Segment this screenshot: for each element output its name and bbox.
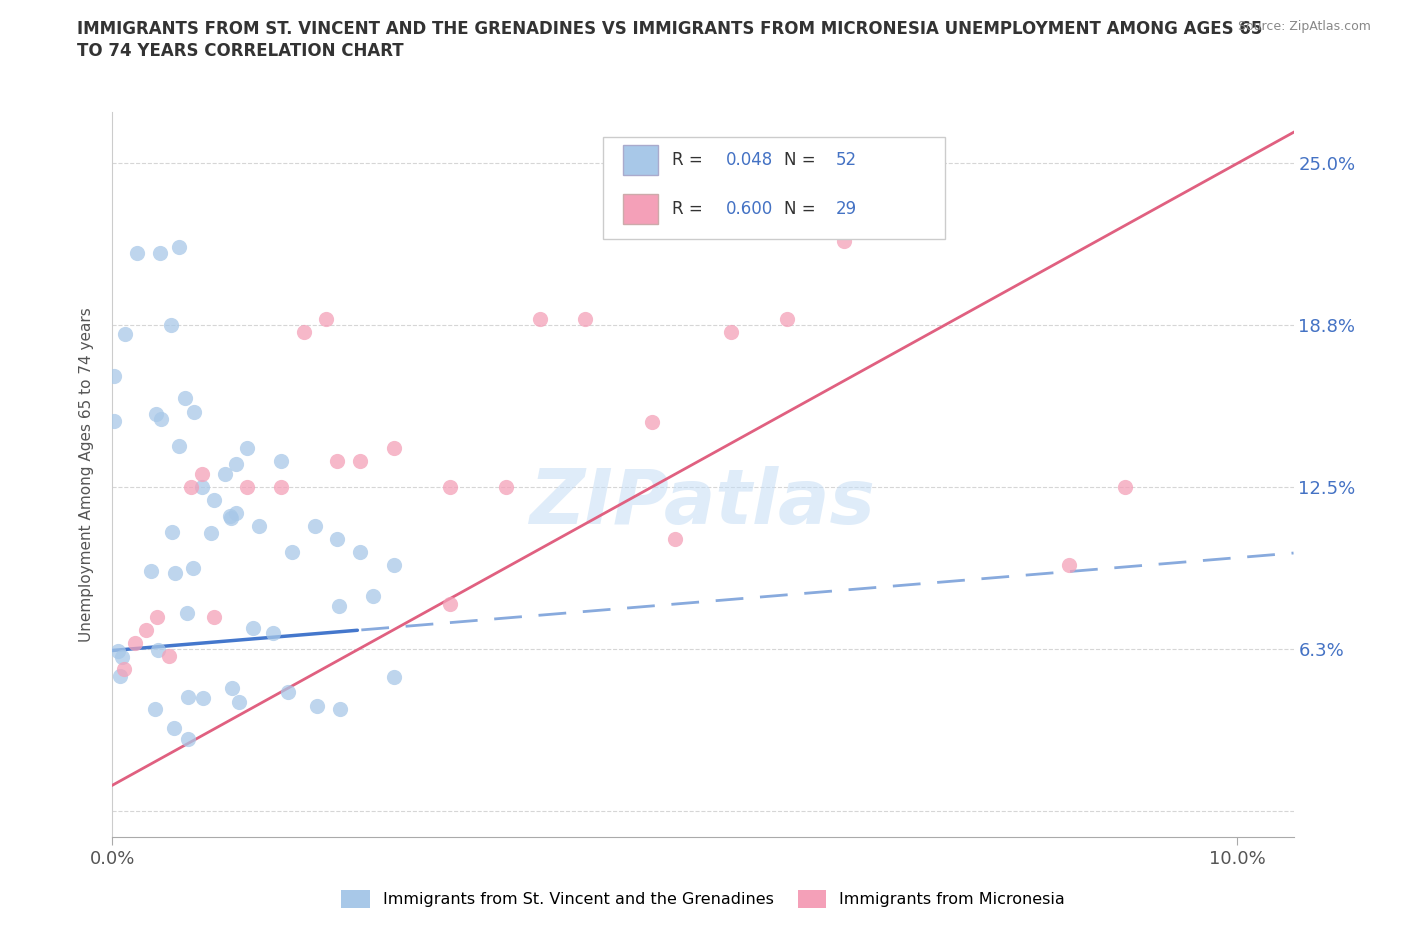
Text: 0.048: 0.048 [725, 152, 773, 169]
Point [108, 669, 131, 684]
Point [174, 391, 197, 405]
Point [776, 312, 799, 326]
FancyBboxPatch shape [603, 137, 945, 239]
Point [225, 506, 247, 521]
Point [150, 412, 173, 427]
Point [326, 532, 349, 547]
Point [176, 605, 198, 620]
Point [236, 480, 259, 495]
Text: 29: 29 [835, 200, 856, 218]
Point [146, 609, 169, 624]
Legend: Immigrants from St. Vincent and the Grenadines, Immigrants from Micronesia: Immigrants from St. Vincent and the Gren… [335, 884, 1071, 914]
Point [103, 369, 125, 384]
Point [191, 480, 214, 495]
Point [143, 702, 166, 717]
Text: IMMIGRANTS FROM ST. VINCENT AND THE GRENADINES VS IMMIGRANTS FROM MICRONESIA UNE: IMMIGRANTS FROM ST. VINCENT AND THE GREN… [77, 20, 1263, 38]
Text: R =: R = [672, 152, 709, 169]
Point [495, 480, 517, 495]
Point [191, 690, 214, 705]
Text: 52: 52 [835, 152, 856, 169]
Point [832, 233, 855, 248]
Point [529, 312, 551, 326]
Text: TO 74 YEARS CORRELATION CHART: TO 74 YEARS CORRELATION CHART [77, 42, 404, 60]
Point [180, 480, 202, 495]
Point [382, 441, 405, 456]
Point [328, 598, 350, 613]
Point [177, 689, 200, 704]
Point [149, 246, 172, 260]
Point [157, 648, 180, 663]
Point [219, 511, 242, 525]
Point [304, 519, 326, 534]
Bar [623, 145, 658, 176]
Text: R =: R = [672, 200, 709, 218]
Point [160, 525, 183, 539]
Point [202, 609, 225, 624]
Point [439, 480, 461, 495]
Point [228, 695, 250, 710]
Point [145, 406, 167, 421]
Text: N =: N = [785, 200, 821, 218]
Point [214, 467, 236, 482]
Point [1057, 558, 1080, 573]
Text: N =: N = [785, 152, 821, 169]
Point [181, 561, 204, 576]
Point [382, 558, 405, 573]
Point [103, 414, 125, 429]
Point [124, 635, 146, 650]
Point [247, 519, 270, 534]
Point [363, 589, 385, 604]
Point [720, 325, 742, 339]
Point [307, 699, 329, 714]
Point [225, 457, 247, 472]
Point [202, 493, 225, 508]
Point [329, 701, 352, 716]
Point [163, 721, 186, 736]
Point [177, 732, 200, 747]
Text: ZIPatlas: ZIPatlas [530, 466, 876, 540]
Point [326, 454, 349, 469]
Point [889, 207, 911, 222]
Point [221, 680, 243, 695]
Point [641, 415, 664, 430]
Point [165, 565, 187, 580]
Point [1114, 480, 1136, 495]
Text: Source: ZipAtlas.com: Source: ZipAtlas.com [1237, 20, 1371, 33]
Bar [623, 193, 658, 224]
Point [270, 454, 292, 469]
Point [292, 325, 315, 339]
Point [270, 480, 292, 495]
Point [167, 438, 190, 453]
Point [111, 650, 134, 665]
Point [236, 441, 259, 456]
Text: 0.600: 0.600 [725, 200, 773, 218]
Point [315, 312, 337, 326]
Y-axis label: Unemployment Among Ages 65 to 74 years: Unemployment Among Ages 65 to 74 years [79, 307, 94, 642]
Point [382, 670, 405, 684]
Point [125, 246, 148, 260]
Point [139, 564, 162, 578]
Point [191, 467, 214, 482]
Point [349, 545, 371, 560]
Point [281, 545, 304, 560]
Point [574, 312, 596, 326]
Point [135, 622, 157, 637]
Point [114, 326, 136, 341]
Point [664, 532, 686, 547]
Point [183, 405, 205, 419]
Point [349, 454, 371, 469]
Point [262, 625, 284, 640]
Point [200, 525, 222, 540]
Point [107, 644, 129, 658]
Point [242, 620, 264, 635]
Point [167, 240, 190, 255]
Point [218, 509, 240, 524]
Point [112, 661, 135, 676]
Point [439, 596, 461, 611]
Point [146, 643, 169, 658]
Point [832, 207, 855, 222]
Point [159, 318, 181, 333]
Point [277, 685, 299, 700]
